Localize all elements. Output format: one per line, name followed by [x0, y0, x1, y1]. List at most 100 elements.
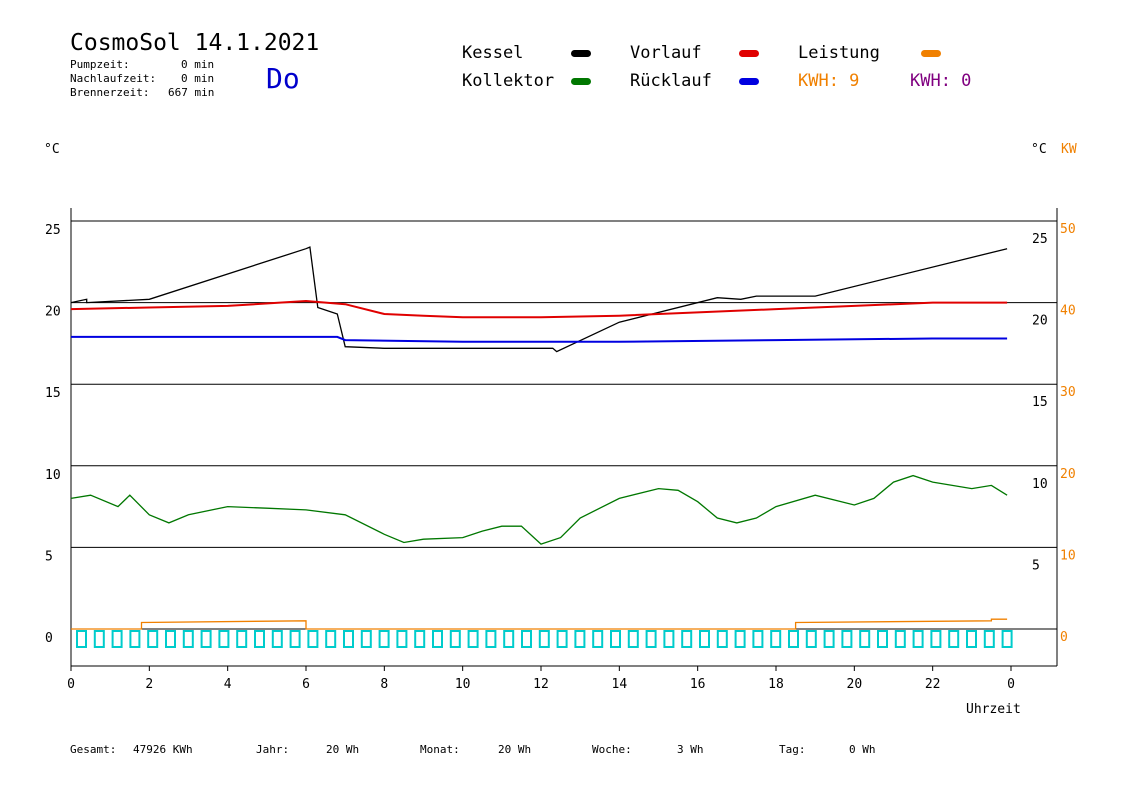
- y-left-tick-label: 20: [45, 305, 61, 320]
- burner-indicator: [76, 630, 87, 648]
- followup-time-value: 0 min: [181, 72, 215, 85]
- y-left-tick-label: 5: [45, 549, 53, 564]
- x-tick-label: 0: [67, 677, 75, 692]
- footer-year-value: 20 Wh: [326, 743, 360, 756]
- burner-time-label: Brennerzeit:: [70, 86, 150, 99]
- x-tick-label: 2: [145, 677, 153, 692]
- series-vorlauf: [70, 299, 1008, 319]
- burner-indicator: [716, 630, 728, 648]
- footer-month-label: Monat:: [420, 743, 460, 756]
- burner-indicator: [289, 630, 301, 648]
- y-right-tick-label: 25: [1032, 232, 1048, 247]
- right-kw-unit-label: KW: [1061, 142, 1077, 157]
- burner-indicator: [1001, 630, 1013, 648]
- chart-title: CosmoSol 14.1.2021: [70, 30, 320, 56]
- x-tick-label: 10: [455, 677, 471, 692]
- burner-indicator: [770, 630, 782, 648]
- burner-indicator: [574, 630, 586, 648]
- burner-indicator: [325, 630, 337, 648]
- burner-indicator: [966, 630, 977, 648]
- legend-kollektor-label: Kollektor: [462, 71, 555, 91]
- y-right-kw-tick-label: 40: [1060, 304, 1076, 319]
- followup-time-label: Nachlaufzeit:: [70, 72, 157, 85]
- footer-week-label: Woche:: [592, 743, 632, 756]
- y-right-tick-label: 15: [1032, 395, 1048, 410]
- y-right-kw-tick-label: 30: [1060, 385, 1076, 400]
- x-tick-label: 0: [1007, 677, 1015, 692]
- series-leistung: [71, 618, 1008, 630]
- burner-indicator: [414, 630, 426, 648]
- y-right-kw-tick-label: 10: [1060, 548, 1076, 563]
- burner-indicator: [823, 630, 835, 648]
- burner-indicator: [343, 630, 354, 648]
- legend-leistung-swatch: [921, 50, 941, 57]
- burner-indicator: [841, 630, 853, 648]
- burner-indicator: [752, 630, 764, 648]
- burner-indicator: [111, 630, 123, 648]
- burner-indicator: [556, 630, 568, 648]
- kwh-orange-label: KWH: 9: [798, 71, 860, 91]
- y-right-tick-label: 5: [1032, 558, 1040, 573]
- kwh-purple-label: KWH: 0: [910, 71, 972, 91]
- burner-indicator: [894, 630, 906, 648]
- x-tick-label: 4: [224, 677, 232, 692]
- y-right-kw-tick-label: 0: [1060, 630, 1068, 645]
- legend-kessel-label: Kessel: [462, 43, 524, 63]
- x-tick-label: 20: [847, 677, 863, 692]
- x-tick-label: 6: [302, 677, 310, 692]
- burner-indicator: [307, 630, 319, 648]
- burner-indicator: [271, 630, 283, 648]
- footer-month-value: 20 Wh: [498, 743, 532, 756]
- burner-indicator: [360, 630, 372, 648]
- x-tick-label: 18: [768, 677, 784, 692]
- burner-indicator: [200, 630, 212, 648]
- legend-ruecklauf-label: Rücklauf: [630, 71, 712, 91]
- pump-time-label: Pumpzeit:: [70, 58, 130, 71]
- burner-indicator: [147, 630, 159, 648]
- footer-total-value: 47926 KWh: [133, 743, 193, 756]
- burner-indicator: [948, 630, 960, 648]
- legend-vorlauf-swatch: [739, 50, 759, 57]
- legend-leistung-label: Leistung: [798, 43, 880, 63]
- burner-indicator: [805, 630, 817, 648]
- x-tick-label: 16: [690, 677, 706, 692]
- y-right-kw-tick-label: 20: [1060, 467, 1076, 482]
- weekday-label: Do: [266, 62, 300, 95]
- footer-week-value: 3 Wh: [677, 743, 704, 756]
- burner-indicator: [449, 630, 461, 648]
- burner-time-value: 667 min: [168, 86, 215, 99]
- burner-indicator: [467, 630, 479, 648]
- burner-indicator: [627, 630, 639, 648]
- x-tick-label: 14: [612, 677, 628, 692]
- burner-indicator: [930, 630, 942, 648]
- burner-indicator: [378, 630, 390, 648]
- legend-ruecklauf-swatch: [739, 78, 759, 85]
- y-right-kw-tick-label: 50: [1060, 222, 1076, 237]
- x-axis-label: Uhrzeit: [966, 702, 1021, 717]
- burner-indicator: [645, 630, 657, 648]
- burner-indicator: [503, 630, 515, 648]
- burner-indicator: [236, 630, 248, 648]
- burner-indicator: [165, 630, 176, 648]
- burner-indicator: [699, 630, 710, 648]
- burner-indicator: [129, 630, 141, 648]
- y-right-tick-label: 20: [1032, 314, 1048, 329]
- burner-indicator: [432, 630, 443, 648]
- legend-kessel-swatch: [571, 50, 591, 57]
- burner-indicator: [592, 630, 604, 648]
- burner-indicator: [983, 630, 995, 648]
- footer-day-value: 0 Wh: [849, 743, 876, 756]
- burner-indicator: [521, 630, 532, 648]
- y-left-tick-label: 0: [45, 631, 53, 646]
- burner-indicator: [538, 630, 550, 648]
- footer-day-label: Tag:: [779, 743, 806, 756]
- y-left-tick-label: 25: [45, 223, 61, 238]
- x-tick-label: 22: [925, 677, 941, 692]
- burner-indicator: [485, 630, 497, 648]
- legend-vorlauf-label: Vorlauf: [630, 43, 702, 63]
- x-tick-label: 12: [533, 677, 549, 692]
- burner-indicator: [788, 630, 799, 648]
- burner-indicator: [663, 630, 675, 648]
- right-unit-label: °C: [1031, 142, 1047, 157]
- legend-kollektor-swatch: [571, 78, 591, 85]
